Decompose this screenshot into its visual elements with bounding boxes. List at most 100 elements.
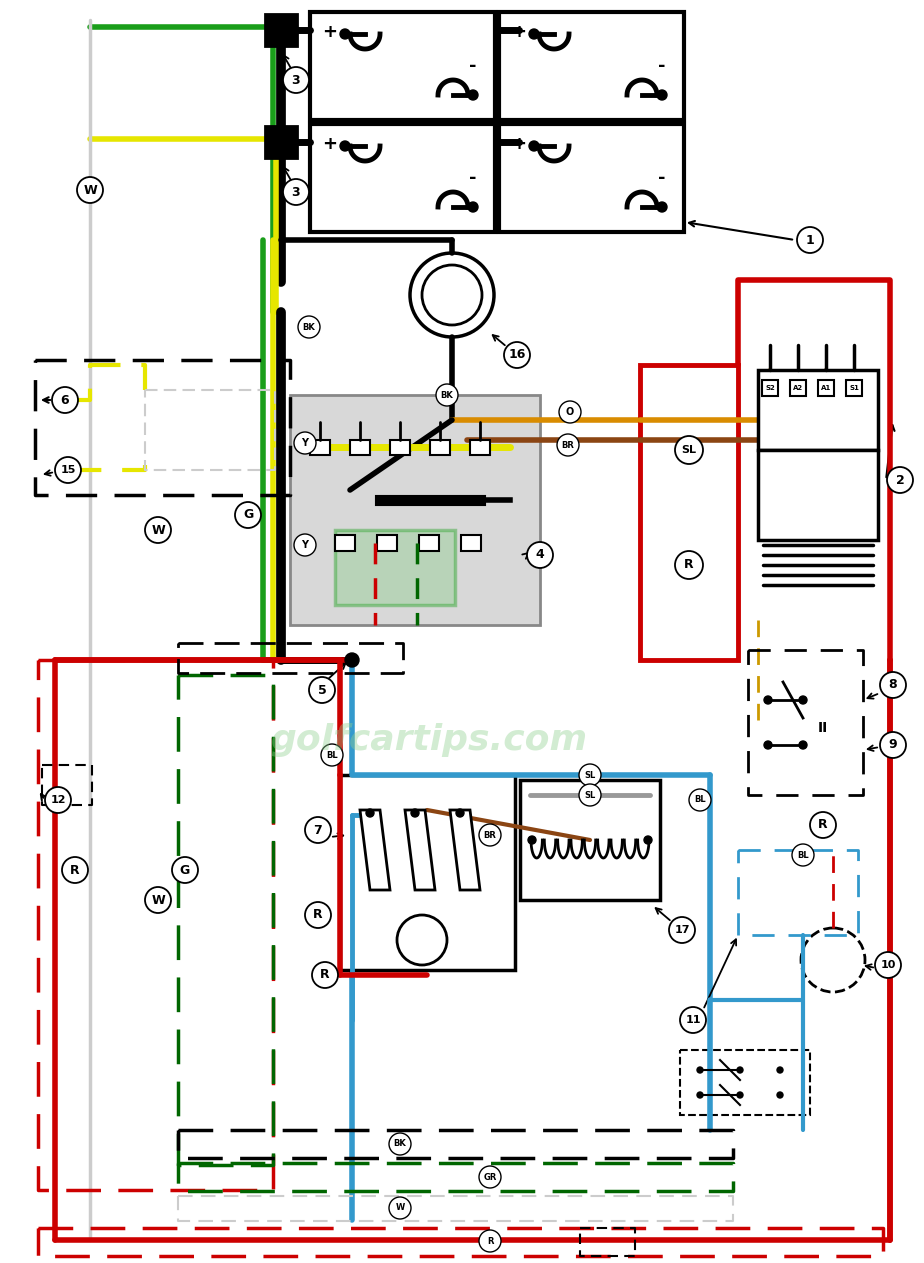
Circle shape [397,914,447,965]
Text: BR: BR [483,831,496,840]
Bar [790,380,806,397]
Circle shape [366,810,374,817]
Circle shape [422,265,482,325]
Circle shape [527,542,553,568]
Bar [340,775,515,970]
Text: A1: A1 [821,385,831,392]
Text: 9: 9 [889,739,897,751]
Text: R: R [684,558,694,571]
Circle shape [305,902,331,928]
Bar [390,440,410,455]
Bar [265,14,297,45]
Circle shape [880,733,906,758]
Circle shape [45,787,71,813]
Bar [758,450,878,541]
Circle shape [669,917,695,943]
Circle shape [579,784,601,806]
Text: BL: BL [326,750,338,759]
Bar [762,380,778,397]
Circle shape [294,534,316,556]
Circle shape [777,1067,783,1074]
Circle shape [737,1067,743,1074]
Bar [419,536,439,551]
Text: 3: 3 [292,73,300,86]
Circle shape [298,316,320,338]
Bar [310,13,495,120]
Circle shape [810,812,836,837]
Circle shape [887,467,913,493]
Circle shape [62,858,88,883]
Bar [680,1050,810,1115]
Text: G: G [180,864,190,877]
Text: BK: BK [303,322,315,331]
Polygon shape [405,810,435,890]
Circle shape [737,1092,743,1098]
Circle shape [799,696,807,703]
Text: -: - [469,57,477,75]
Text: 8: 8 [889,678,897,692]
Text: 7: 7 [313,823,322,836]
Text: -: - [658,169,666,187]
Circle shape [436,384,458,405]
Bar [290,395,540,625]
Text: S2: S2 [765,385,775,392]
Text: R: R [487,1236,493,1245]
Circle shape [529,141,539,152]
Circle shape [764,696,772,703]
Circle shape [410,253,494,337]
Text: 15: 15 [60,465,76,475]
Text: +: + [512,23,527,40]
Circle shape [657,202,667,212]
Text: S1: S1 [849,385,859,392]
Circle shape [801,928,865,991]
Circle shape [283,179,309,205]
Circle shape [697,1092,703,1098]
Text: GR: GR [483,1172,497,1181]
Bar [640,365,738,661]
Polygon shape [360,810,390,890]
Text: 17: 17 [675,925,689,935]
Circle shape [145,517,171,543]
Circle shape [792,844,814,866]
Text: BL: BL [694,796,706,805]
Bar [430,440,450,455]
Circle shape [468,90,478,100]
Circle shape [456,810,464,817]
Circle shape [504,342,530,368]
Text: +: + [322,23,337,40]
Bar [470,440,490,455]
Text: 5: 5 [318,683,326,696]
Circle shape [579,764,601,786]
Circle shape [479,823,501,846]
Polygon shape [450,810,480,890]
Circle shape [880,672,906,698]
Circle shape [799,741,807,749]
Text: 16: 16 [508,349,526,361]
Text: 2: 2 [895,474,905,486]
Circle shape [145,887,171,913]
Text: SL: SL [682,445,697,455]
Text: R: R [321,969,330,981]
Circle shape [305,817,331,842]
Circle shape [764,741,772,749]
Circle shape [468,202,478,212]
Circle shape [389,1133,411,1154]
Text: R: R [70,864,79,877]
Circle shape [294,432,316,453]
Text: O: O [565,407,574,417]
Circle shape [340,141,350,152]
Circle shape [52,386,78,413]
Bar [499,124,684,232]
Circle shape [697,1067,703,1074]
Bar [499,13,684,120]
Circle shape [172,858,198,883]
Circle shape [340,29,350,39]
Circle shape [55,457,81,482]
Circle shape [680,1007,706,1033]
Text: 4: 4 [536,548,544,562]
Text: Y: Y [301,438,309,448]
Bar [461,536,481,551]
Text: W: W [83,183,97,197]
Text: golfcartips.com: golfcartips.com [270,722,587,757]
Text: R: R [313,908,322,922]
